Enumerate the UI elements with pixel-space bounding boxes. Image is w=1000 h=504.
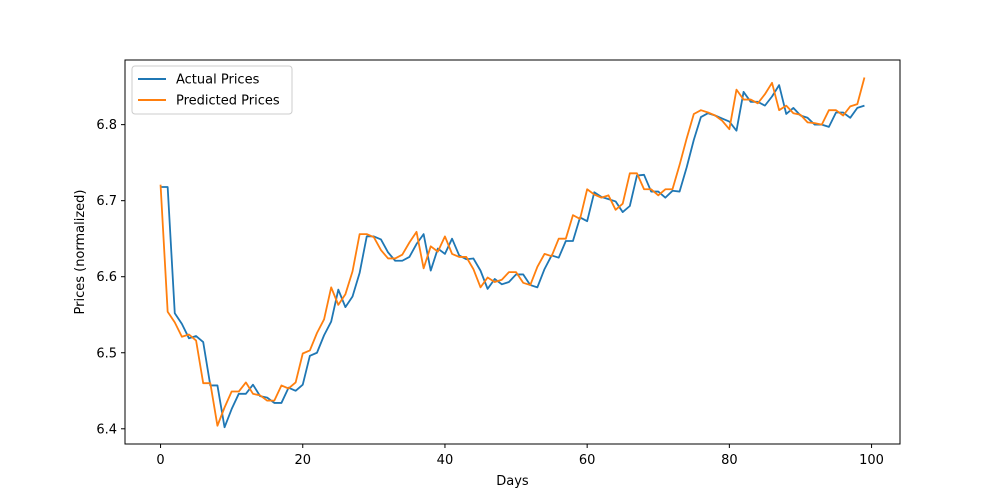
x-tick-label: 0	[156, 453, 164, 468]
x-axis-label: Days	[496, 474, 529, 489]
legend: Actual Prices Predicted Prices	[131, 65, 293, 115]
y-tick-label: 6.4	[96, 422, 117, 437]
x-tick-label: 20	[294, 453, 311, 468]
y-axis-ticks: 6.4 6.5 6.6 6.7 6.8	[96, 118, 125, 437]
legend-box	[131, 65, 293, 115]
x-axis-ticks: 0 20 40 60 80 100	[156, 444, 884, 468]
x-tick-label: 40	[437, 453, 454, 468]
legend-label-predicted-prices: Predicted Prices	[176, 94, 280, 109]
series-line-predicted-prices	[159, 77, 866, 427]
y-tick-label: 6.7	[96, 194, 117, 209]
x-tick-label: 60	[579, 453, 596, 468]
x-tick-label: 80	[721, 453, 738, 468]
y-tick-label: 6.6	[96, 270, 117, 285]
y-tick-label: 6.5	[96, 346, 117, 361]
y-tick-label: 6.8	[96, 118, 117, 133]
plot-area-frame	[124, 59, 901, 445]
series-layer	[159, 77, 866, 429]
y-axis-label: Prices (normalized)	[73, 190, 88, 315]
x-tick-label: 100	[859, 453, 884, 468]
series-line-actual-prices	[160, 84, 865, 429]
legend-label-actual-prices: Actual Prices	[176, 73, 260, 88]
